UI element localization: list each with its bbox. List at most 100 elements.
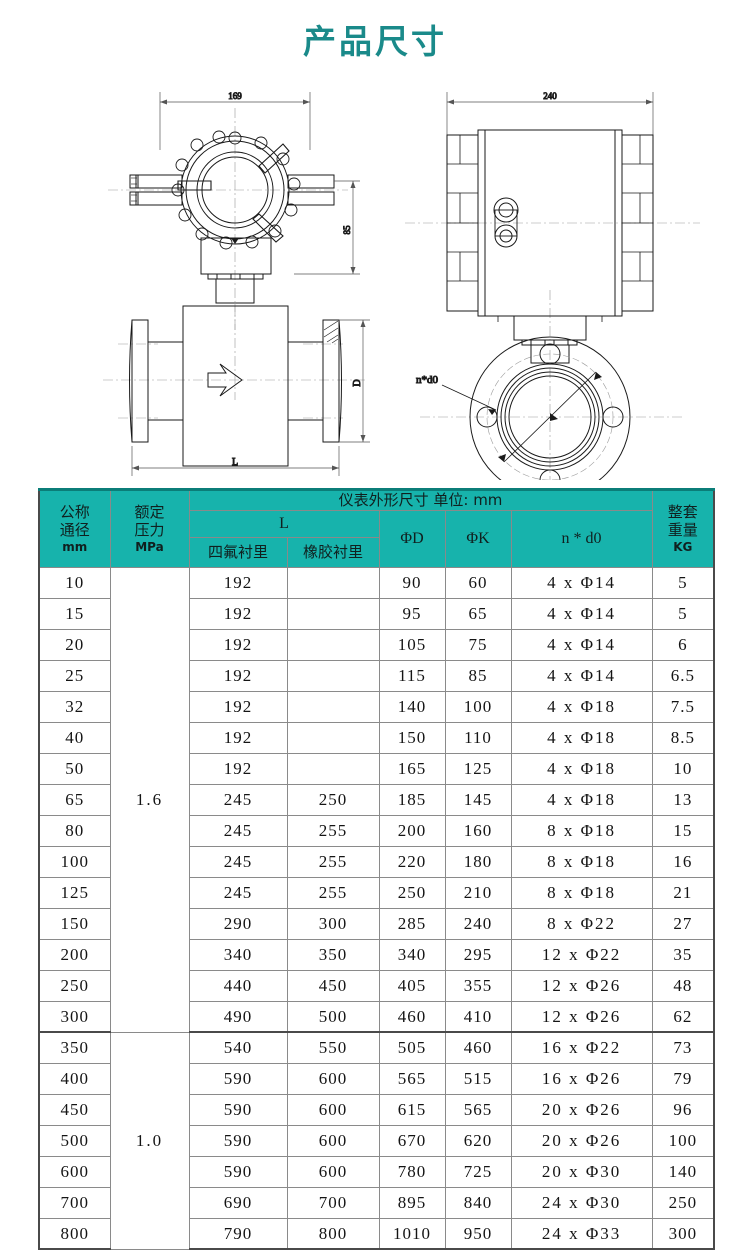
cell-n-d0: 20 x Φ30 <box>510 1155 653 1188</box>
cell-weight: 62 <box>651 1000 716 1034</box>
cell-nominal-diameter: 20 <box>38 628 111 661</box>
cell-length-ptfe: 192 <box>188 721 288 754</box>
cell-length-ptfe: 192 <box>188 752 288 785</box>
cell-weight: 8.5 <box>651 721 716 754</box>
cell-length-rubber: 255 <box>286 845 380 878</box>
cell-length-ptfe: 440 <box>188 969 288 1002</box>
cell-nominal-diameter: 32 <box>38 690 111 723</box>
cell-phi-k: 210 <box>444 876 512 909</box>
cell-phi-d: 90 <box>378 566 446 599</box>
cell-phi-k: 460 <box>444 1031 512 1064</box>
cell-n-d0: 12 x Φ26 <box>510 969 653 1002</box>
cell-weight: 10 <box>651 752 716 785</box>
cell-length-rubber <box>286 628 380 661</box>
cell-length-ptfe: 590 <box>188 1093 288 1126</box>
cell-nominal-diameter: 10 <box>38 566 111 599</box>
cell-phi-d: 460 <box>378 1000 446 1034</box>
cell-nominal-diameter: 65 <box>38 783 111 816</box>
cell-n-d0: 12 x Φ26 <box>510 1000 653 1034</box>
cell-phi-k: 515 <box>444 1062 512 1095</box>
cell-phi-d: 285 <box>378 907 446 940</box>
technical-drawings-area: 169 <box>0 78 750 480</box>
cell-phi-k: 110 <box>444 721 512 754</box>
cell-weight: 250 <box>651 1186 716 1219</box>
cell-phi-k: 60 <box>444 566 512 599</box>
cell-length-ptfe: 192 <box>188 690 288 723</box>
cell-phi-d: 615 <box>378 1093 446 1126</box>
dim-240-label: 240 <box>543 91 557 101</box>
cell-phi-d: 140 <box>378 690 446 723</box>
cell-length-ptfe: 192 <box>188 628 288 661</box>
header-ptfe-lining: 四氟衬里 <box>188 536 288 568</box>
cell-phi-d: 115 <box>378 659 446 692</box>
cell-phi-k: 840 <box>444 1186 512 1219</box>
cell-nominal-diameter: 300 <box>38 1000 111 1034</box>
header-total-weight: 整套 重量 KG <box>651 488 716 568</box>
cell-phi-d: 895 <box>378 1186 446 1219</box>
cell-nominal-diameter: 800 <box>38 1217 111 1250</box>
cell-weight: 5 <box>651 597 716 630</box>
dim-L-label: L <box>232 457 238 468</box>
table-row: 100 245 255 220 180 8 x Φ18 16 <box>38 845 716 878</box>
cell-weight: 100 <box>651 1124 716 1157</box>
cell-length-rubber: 300 <box>286 907 380 940</box>
cell-length-ptfe: 192 <box>188 659 288 692</box>
cell-length-rubber <box>286 566 380 599</box>
cell-length-rubber: 250 <box>286 783 380 816</box>
cell-weight: 15 <box>651 814 716 847</box>
dimension-table: 公称 通径 mm 额定 压力 MPa 仪表外形尺寸 单位: mm 整套 重量 K… <box>38 488 716 1250</box>
cell-length-rubber: 500 <box>286 1000 380 1034</box>
table-row: 300 490 500 460 410 12 x Φ26 62 <box>38 1000 716 1034</box>
cell-phi-k: 355 <box>444 969 512 1002</box>
cell-phi-k: 125 <box>444 752 512 785</box>
cell-length-rubber: 600 <box>286 1062 380 1095</box>
cell-nominal-diameter: 50 <box>38 752 111 785</box>
cell-nominal-diameter: 350 <box>38 1031 111 1064</box>
cell-n-d0: 12 x Φ22 <box>510 938 653 971</box>
table-row: 600 590 600 780 725 20 x Φ30 140 <box>38 1155 716 1188</box>
cell-n-d0: 20 x Φ26 <box>510 1124 653 1157</box>
cell-length-rubber: 550 <box>286 1031 380 1064</box>
cell-nominal-diameter: 500 <box>38 1124 111 1157</box>
cell-phi-d: 250 <box>378 876 446 909</box>
cell-length-ptfe: 245 <box>188 876 288 909</box>
cell-nominal-diameter: 100 <box>38 845 111 878</box>
cell-phi-d: 780 <box>378 1155 446 1188</box>
cell-n-d0: 16 x Φ26 <box>510 1062 653 1095</box>
cell-weight: 300 <box>651 1217 716 1250</box>
cell-length-rubber: 600 <box>286 1124 380 1157</box>
cell-n-d0: 4 x Φ14 <box>510 566 653 599</box>
cell-phi-d: 670 <box>378 1124 446 1157</box>
cell-length-rubber: 600 <box>286 1093 380 1126</box>
cell-phi-k: 85 <box>444 659 512 692</box>
cell-length-rubber: 800 <box>286 1217 380 1250</box>
cell-phi-k: 950 <box>444 1217 512 1250</box>
table-body: 10 1.6 192 90 60 4 x Φ14 5 15 192 95 65 4 x Φ14 5 20 1… <box>38 566 716 1250</box>
cell-phi-k: 145 <box>444 783 512 816</box>
cell-weight: 5 <box>651 566 716 599</box>
page-header: 产品尺寸 <box>0 0 750 78</box>
cell-length-ptfe: 590 <box>188 1124 288 1157</box>
cell-length-ptfe: 590 <box>188 1062 288 1095</box>
cell-phi-d: 340 <box>378 938 446 971</box>
cell-length-ptfe: 192 <box>188 597 288 630</box>
dim-169-label: 169 <box>228 91 242 101</box>
cell-length-ptfe: 490 <box>188 1000 288 1034</box>
cell-phi-k: 100 <box>444 690 512 723</box>
cell-rated-pressure: 1.0 <box>109 1031 190 1250</box>
cell-n-d0: 4 x Φ18 <box>510 690 653 723</box>
cell-n-d0: 8 x Φ18 <box>510 845 653 878</box>
cell-phi-k: 295 <box>444 938 512 971</box>
dim-nd0-label: n*d0 <box>416 374 439 386</box>
header-rated-pressure: 额定 压力 MPa <box>109 488 190 568</box>
drawing-right-assembly: 240 <box>405 91 700 480</box>
cell-rated-pressure: 1.6 <box>109 566 190 1033</box>
cell-nominal-diameter: 450 <box>38 1093 111 1126</box>
cell-nominal-diameter: 40 <box>38 721 111 754</box>
cell-length-ptfe: 340 <box>188 938 288 971</box>
cell-length-ptfe: 245 <box>188 783 288 816</box>
header-phi-k: ΦK <box>444 509 512 568</box>
table-row: 10 1.6 192 90 60 4 x Φ14 5 <box>38 566 716 1033</box>
cell-nominal-diameter: 80 <box>38 814 111 847</box>
table-row: 350 1.0 540 550 505 460 16 x Φ22 73 <box>38 1031 716 1250</box>
